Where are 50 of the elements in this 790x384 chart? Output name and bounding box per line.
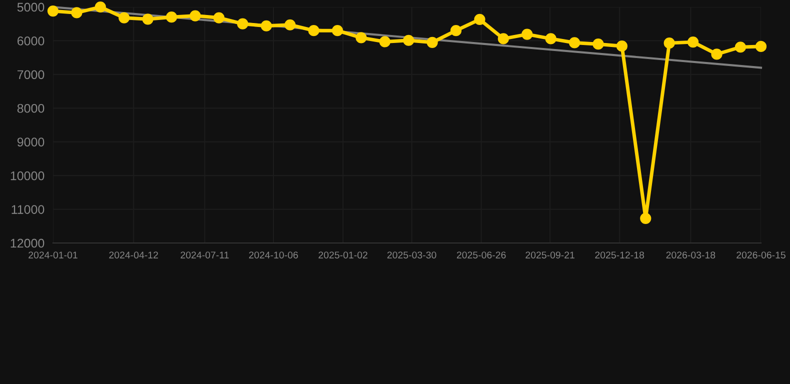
x-tick-label: 2024-01-01 xyxy=(28,252,78,258)
x-tick-label: 2024-04-12 xyxy=(109,252,158,258)
y-tick-label: 11000 xyxy=(12,205,44,214)
point xyxy=(260,20,272,32)
point xyxy=(237,18,248,30)
x-tick-label: 2025-09-21 xyxy=(526,252,574,258)
point xyxy=(568,37,580,48)
point xyxy=(118,12,130,24)
point xyxy=(522,28,533,40)
y-tick-label: 12000 xyxy=(10,238,44,248)
y-tick-label: 6000 xyxy=(17,36,44,46)
point xyxy=(213,12,224,24)
x-tick-label: 2025-12-18 xyxy=(595,252,644,258)
point xyxy=(94,1,106,13)
point xyxy=(592,38,604,50)
point xyxy=(403,34,414,46)
point xyxy=(616,40,628,52)
y-tick-label: 10000 xyxy=(10,171,44,180)
point xyxy=(426,36,438,48)
point xyxy=(284,19,296,30)
point xyxy=(640,212,652,224)
point xyxy=(474,14,486,26)
y-tick-label: 8000 xyxy=(17,104,44,113)
point xyxy=(734,42,746,53)
point xyxy=(166,12,178,23)
point xyxy=(664,38,675,49)
point xyxy=(450,25,462,36)
x-tick-label: 2026-03-18 xyxy=(666,252,716,258)
x-tick-label: 2026-06-15 xyxy=(736,252,786,258)
point xyxy=(142,14,154,25)
point xyxy=(498,33,509,44)
x-tick-label: 2024-07-11 xyxy=(180,252,229,258)
point xyxy=(379,36,390,48)
point xyxy=(308,25,320,36)
y-tick-label: 7000 xyxy=(18,70,44,80)
point xyxy=(356,32,367,44)
point xyxy=(755,40,767,52)
x-tick-label: 2025-01-02 xyxy=(318,252,368,258)
point xyxy=(711,48,722,60)
point xyxy=(332,25,344,36)
point xyxy=(687,36,699,48)
point xyxy=(190,10,201,22)
point xyxy=(47,5,59,17)
x-tick-label: 2025-06-26 xyxy=(456,252,506,258)
x-tick-label: 2024-10-06 xyxy=(249,252,298,258)
y-tick-label: 5000 xyxy=(17,2,44,12)
point xyxy=(71,7,82,18)
x-tick-label: 2025-03-30 xyxy=(387,252,436,258)
point xyxy=(545,33,556,44)
y-tick-label: 9000 xyxy=(17,138,44,147)
